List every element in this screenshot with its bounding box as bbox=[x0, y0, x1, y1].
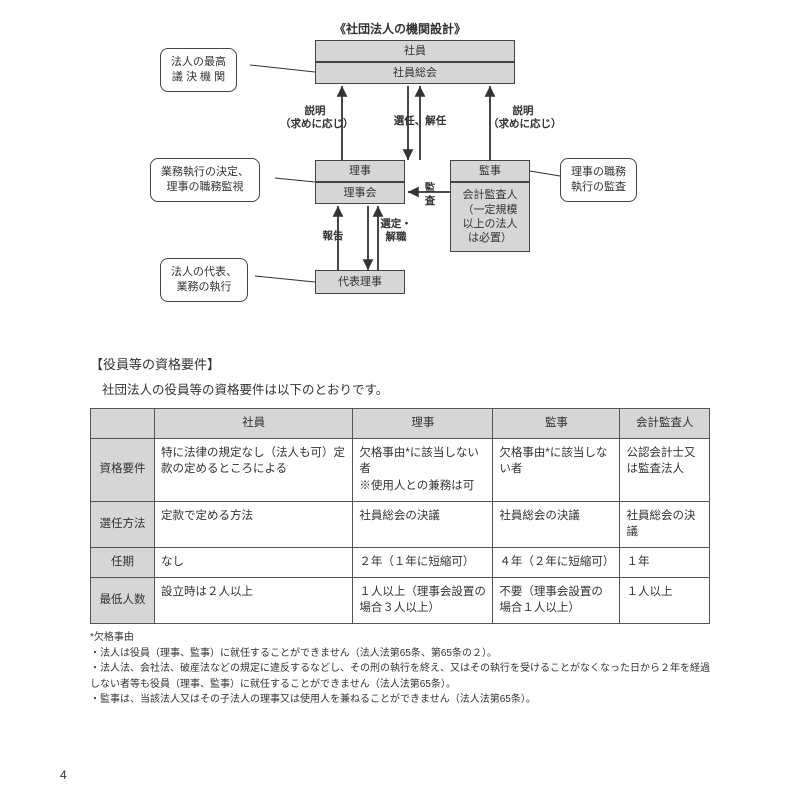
node-kanji: 監事 bbox=[450, 160, 530, 182]
edge-label-right: 説明 （求めに応じ） bbox=[488, 105, 558, 131]
table-cell: １年 bbox=[620, 548, 710, 578]
edge-label-kansa: 監 査 bbox=[420, 182, 440, 208]
node-sokai: 社員総会 bbox=[315, 62, 515, 84]
callout-mid-right: 理事の職務 執行の監査 bbox=[560, 158, 637, 202]
section-heading: 【役員等の資格要件】 bbox=[90, 354, 710, 373]
table-cell: なし bbox=[155, 548, 353, 578]
edge-label-sentei: 選定・ 解職 bbox=[376, 218, 416, 244]
table-cell: ４年（２年に短縮可） bbox=[493, 548, 620, 578]
table-cell: 公認会計士又は監査法人 bbox=[620, 438, 710, 501]
callout-top-left: 法人の最高 議 決 機 関 bbox=[160, 48, 237, 92]
footnote-lead: *欠格事由 bbox=[90, 630, 710, 646]
page-number: 4 bbox=[60, 768, 67, 782]
callout-mid-left: 業務執行の決定、 理事の職務監視 bbox=[150, 158, 260, 202]
table-cell: 社員総会の決議 bbox=[353, 501, 493, 547]
table-cell: 設立時は２人以上 bbox=[155, 577, 353, 623]
table-cell: １人以上（理事会設置の場合３人以上） bbox=[353, 577, 493, 623]
table-col-header: 会計監査人 bbox=[620, 409, 710, 439]
table-cell: 特に法律の規定なし（法人も可）定款の定めるところによる bbox=[155, 438, 353, 501]
footnote-item: ・法人は役員（理事、監事）に就任することができません（法人法第65条、第65条の… bbox=[90, 646, 710, 662]
node-daihyo: 代表理事 bbox=[315, 270, 405, 294]
table-col-header bbox=[91, 409, 155, 439]
table-row: 資格要件特に法律の規定なし（法人も可）定款の定めるところによる欠格事由*に該当し… bbox=[91, 438, 710, 501]
footnote-item: ・法人法、会社法、破産法などの規定に違反するなどし、その刑の執行を終え、又はその… bbox=[90, 661, 710, 692]
table-cell: １人以上 bbox=[620, 577, 710, 623]
table-cell: 社員総会の決議 bbox=[620, 501, 710, 547]
callout-bot-left: 法人の代表、 業務の執行 bbox=[160, 258, 248, 302]
table-row-header: 最低人数 bbox=[91, 577, 155, 623]
requirements-table: 社員理事監事会計監査人 資格要件特に法律の規定なし（法人も可）定款の定めるところ… bbox=[90, 408, 710, 624]
table-cell: 社員総会の決議 bbox=[493, 501, 620, 547]
org-diagram: 《社団法人の機関設計》 社員 社員総会 理事 理事会 監事 会計監査人 （一定規… bbox=[120, 20, 680, 340]
table-row-header: 選任方法 bbox=[91, 501, 155, 547]
footnote-item: ・監事は、当該法人又はその子法人の理事又は使用人を兼ねることができません（法人法… bbox=[90, 692, 710, 708]
edge-label-houkoku: 報告 bbox=[318, 230, 348, 243]
diagram-title: 《社団法人の機関設計》 bbox=[120, 20, 680, 37]
edge-label-left: 説明 （求めに応じ） bbox=[280, 105, 350, 131]
node-kaikei: 会計監査人 （一定規模 以上の法人 は必置） bbox=[450, 182, 530, 252]
table-cell: 欠格事由*に該当しない者 ※使用人との兼務は可 bbox=[353, 438, 493, 501]
table-row-header: 資格要件 bbox=[91, 438, 155, 501]
table-cell: 不要（理事会設置の場合１人以上） bbox=[493, 577, 620, 623]
node-shain: 社員 bbox=[315, 40, 515, 62]
table-col-header: 社員 bbox=[155, 409, 353, 439]
table-col-header: 理事 bbox=[353, 409, 493, 439]
table-row: 最低人数設立時は２人以上１人以上（理事会設置の場合３人以上）不要（理事会設置の場… bbox=[91, 577, 710, 623]
table-col-header: 監事 bbox=[493, 409, 620, 439]
node-rijikai: 理事会 bbox=[315, 182, 405, 204]
node-riji: 理事 bbox=[315, 160, 405, 182]
table-cell: ２年（１年に短縮可） bbox=[353, 548, 493, 578]
table-cell: 欠格事由*に該当しない者 bbox=[493, 438, 620, 501]
table-row: 任期なし２年（１年に短縮可）４年（２年に短縮可）１年 bbox=[91, 548, 710, 578]
section-intro: 社団法人の役員等の資格要件は以下のとおりです。 bbox=[102, 379, 710, 398]
table-cell: 定款で定める方法 bbox=[155, 501, 353, 547]
table-row-header: 任期 bbox=[91, 548, 155, 578]
edge-label-center: 選任、解任 bbox=[385, 115, 455, 128]
table-row: 選任方法定款で定める方法社員総会の決議社員総会の決議社員総会の決議 bbox=[91, 501, 710, 547]
footnotes: *欠格事由 ・法人は役員（理事、監事）に就任することができません（法人法第65条… bbox=[90, 630, 710, 708]
